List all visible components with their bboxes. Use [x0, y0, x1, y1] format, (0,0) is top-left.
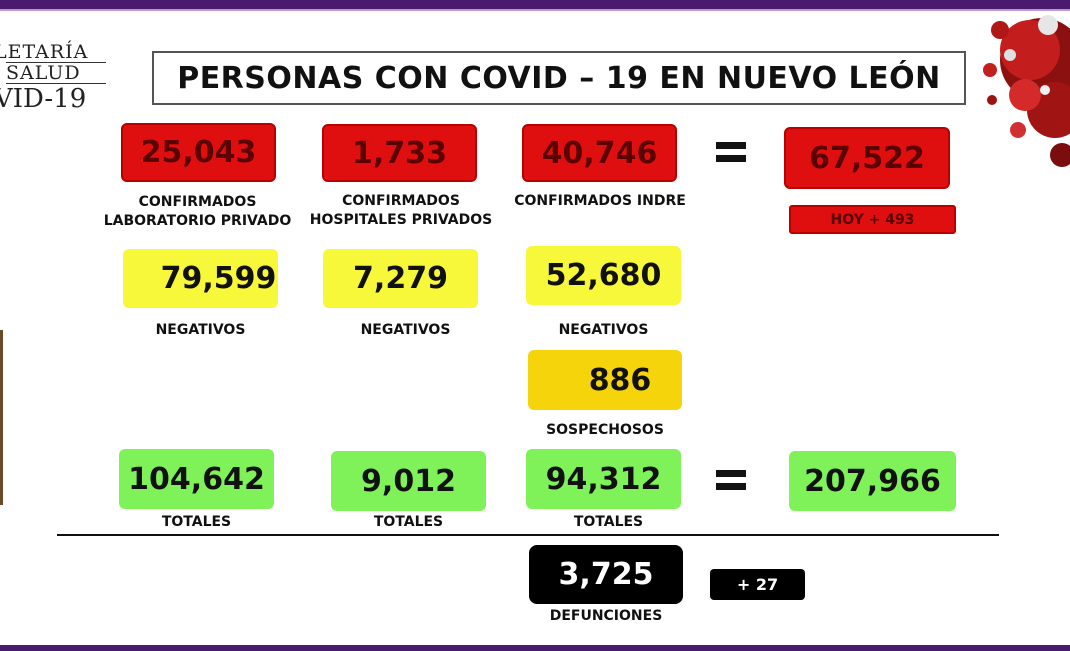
totals-col2-box: 9,012 — [331, 451, 486, 511]
coronavirus-icon — [983, 15, 1070, 167]
confirmed-hosp-privados-label-2: HOSPITALES PRIVADOS — [309, 212, 493, 228]
totals-grand-box: 207,966 — [789, 451, 956, 511]
top-accent-line — [0, 9, 1070, 11]
confirmed-today-value: HOY + 493 — [830, 211, 915, 228]
totals-col3-box: 94,312 — [526, 449, 681, 509]
negatives-col1-label: NEGATIVOS — [155, 322, 246, 338]
deaths-label: DEFUNCIONES — [549, 608, 663, 624]
confirmed-lab-privado-label: CONFIRMADOS LABORATORIO PRIVADO — [95, 193, 300, 231]
logo-line-1: LETARÍA — [0, 41, 89, 63]
confirmed-indre-label: CONFIRMADOS INDRE — [514, 193, 686, 209]
logo-line-2: SALUD — [6, 62, 106, 84]
confirmed-lab-privado-value: 25,043 — [140, 135, 257, 170]
totals-col2-label: TOTALES — [373, 514, 444, 530]
deaths-value: 3,725 — [558, 557, 654, 592]
confirmed-lab-privado-label-1: CONFIRMADOS — [138, 194, 257, 210]
left-edge-photo-strip — [0, 330, 3, 505]
confirmed-indre-box: 40,746 — [522, 124, 677, 182]
totals-col2-value: 9,012 — [361, 463, 456, 499]
confirmed-indre-value: 40,746 — [541, 135, 658, 171]
totals-col1-value: 104,642 — [128, 461, 265, 497]
deaths-today-value: + 27 — [736, 575, 779, 594]
page-title: PERSONAS CON COVID – 19 EN NUEVO LEÓN — [177, 60, 941, 96]
bottom-accent-bar — [0, 645, 1070, 651]
divider-line — [57, 534, 999, 536]
confirmed-lab-privado-box: 25,043 — [121, 123, 276, 182]
negatives-col1-box: 79,599 — [123, 249, 278, 308]
totals-col1-box: 104,642 — [119, 449, 274, 509]
suspects-box: 886 — [528, 350, 682, 410]
totals-col3-value: 94,312 — [545, 461, 662, 497]
negatives-col3-label: NEGATIVOS — [558, 322, 649, 338]
top-accent-bar — [0, 0, 1070, 9]
negatives-col1-value: 79,599 — [160, 261, 277, 296]
confirmed-hosp-privados-label-1: CONFIRMADOS — [342, 193, 460, 209]
confirmed-hosp-privados-value: 1,733 — [352, 135, 447, 171]
totals-grand-value: 207,966 — [804, 463, 941, 499]
totals-col3-label: TOTALES — [573, 514, 644, 530]
confirmed-lab-privado-label-2: LABORATORIO PRIVADO — [103, 213, 292, 229]
deaths-today-badge: + 27 — [710, 569, 805, 600]
confirmed-hosp-privados-box: 1,733 — [322, 124, 477, 182]
negatives-col3-value: 52,680 — [545, 258, 662, 293]
negatives-col3-box: 52,680 — [526, 246, 681, 305]
deaths-box: 3,725 — [529, 545, 683, 604]
totals-col1-label: TOTALES — [161, 514, 232, 530]
confirmed-total-box: 67,522 — [784, 127, 950, 189]
equals-icon — [716, 142, 746, 168]
logo-line-3: VID-19 — [0, 84, 87, 114]
equals-icon — [716, 470, 746, 496]
title-box: PERSONAS CON COVID – 19 EN NUEVO LEÓN — [152, 51, 966, 105]
suspects-label: SOSPECHOSOS — [546, 422, 664, 438]
secretaria-salud-logo: LETARÍA SALUD VID-19 — [0, 42, 115, 114]
confirmed-today-badge: HOY + 493 — [789, 205, 956, 234]
negatives-col2-box: 7,279 — [323, 249, 478, 308]
negatives-col2-value: 7,279 — [353, 261, 448, 296]
negatives-col2-label: NEGATIVOS — [360, 322, 451, 338]
confirmed-hosp-privados-label: CONFIRMADOS HOSPITALES PRIVADOS — [296, 192, 506, 230]
suspects-value: 886 — [588, 362, 652, 398]
confirmed-total-value: 67,522 — [809, 140, 925, 176]
